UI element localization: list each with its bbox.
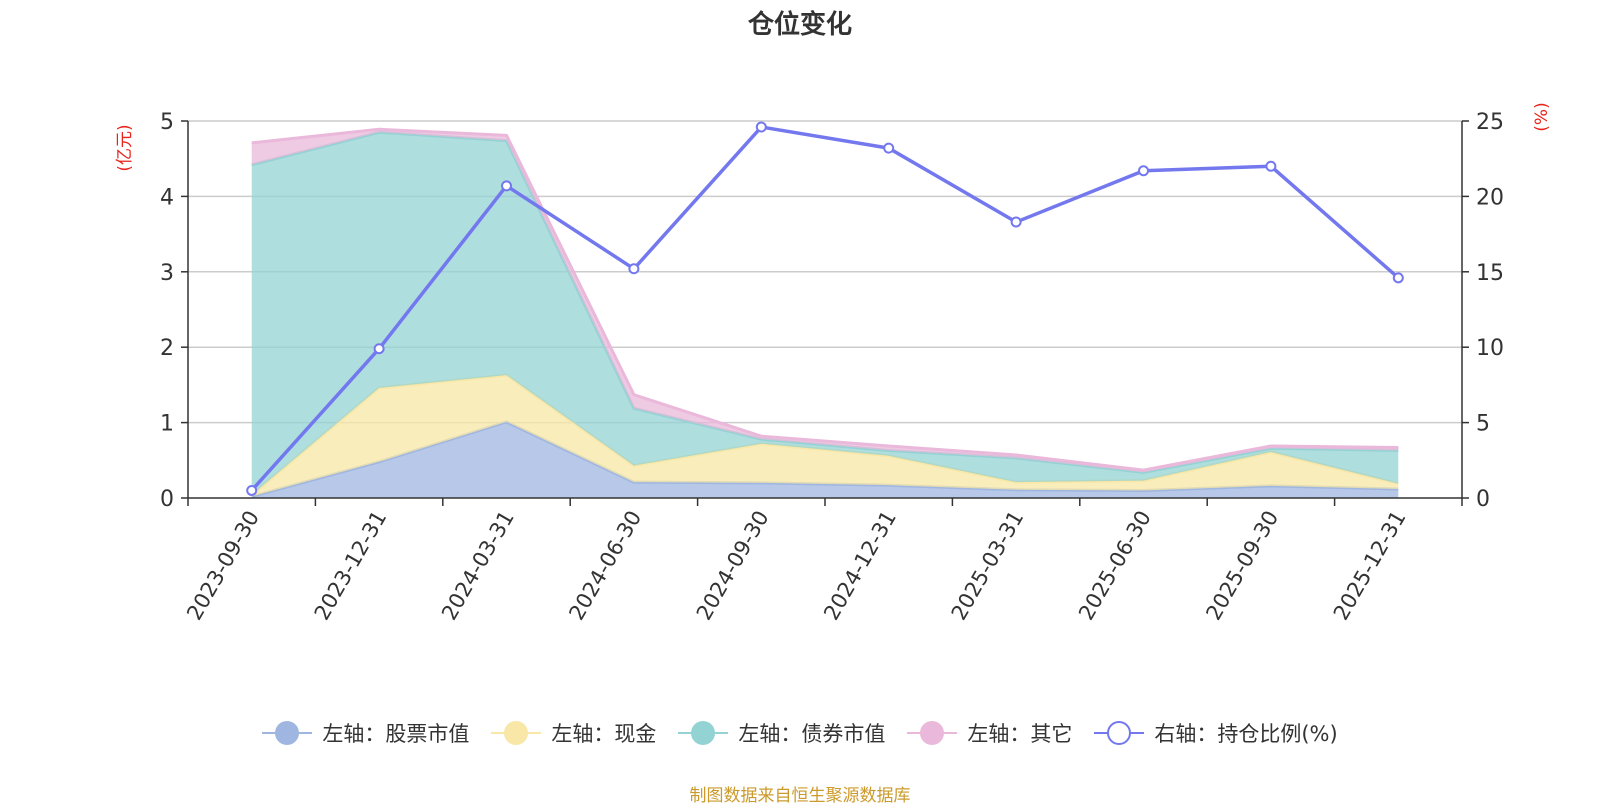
left-tick-label: 5 — [160, 110, 174, 135]
ratio-point — [628, 263, 640, 275]
ratio-point — [501, 180, 512, 192]
left-tick-label: 0 — [160, 487, 174, 512]
ratio-point — [246, 484, 258, 496]
x-tick-label: 2024-03-31 — [437, 507, 519, 625]
area-series-2 — [251, 132, 1399, 495]
left-axis-unit-label: (亿元) — [115, 124, 135, 171]
left-tick-label: 1 — [160, 412, 174, 437]
legend-label: 左轴：股票市值 — [322, 722, 470, 746]
legend-hollow-circle-icon — [1094, 720, 1145, 746]
left-tick-label: 2 — [160, 336, 174, 361]
ratio-point — [1138, 165, 1149, 177]
right-axis-unit-label: (%) — [1532, 102, 1552, 131]
right-tick-label: 20 — [1476, 185, 1504, 210]
ratio-point — [1010, 216, 1022, 228]
right-tick-label: 5 — [1476, 412, 1490, 437]
x-tick-label: 2023-12-31 — [310, 507, 392, 625]
area-edge-3 — [251, 127, 1399, 472]
x-tick-label: 2025-06-30 — [1074, 507, 1156, 625]
left-tick-label: 3 — [160, 261, 174, 286]
ratio-point — [755, 121, 767, 133]
x-tick-label: 2023-09-30 — [182, 507, 264, 625]
legend-circle-icon — [907, 720, 958, 746]
area-series-0 — [251, 421, 1399, 498]
legend-item-ratio[interactable]: 右轴：持仓比例(%) — [1094, 718, 1338, 748]
chart-title: 仓位变化 — [747, 10, 852, 40]
x-tick-label: 2025-09-30 — [1201, 507, 1283, 625]
legend-label: 左轴：其它 — [967, 722, 1073, 746]
legend-label: 左轴：现金 — [551, 722, 657, 746]
ratio-point — [1392, 272, 1404, 284]
data-source-note: 制图数据来自恒生聚源数据库 — [689, 786, 911, 806]
legend-item-cash[interactable]: 左轴：现金 — [491, 718, 656, 748]
x-tick-label: 2025-12-31 — [1329, 507, 1411, 625]
legend-circle-icon — [678, 720, 729, 746]
right-tick-label: 10 — [1476, 336, 1504, 361]
legend: 左轴：股票市值 左轴：现金 左轴：债券市值 左轴：其它 右轴：持仓比例(%) — [0, 718, 1600, 748]
area-series-1 — [251, 375, 1399, 497]
right-tick-label: 15 — [1476, 261, 1504, 286]
right-tick-label: 0 — [1476, 487, 1490, 512]
ratio-line — [250, 125, 1400, 492]
left-tick-label: 4 — [160, 185, 174, 210]
ratio-point — [373, 343, 385, 355]
x-tick-label: 2025-03-31 — [947, 507, 1029, 625]
ratio-point — [883, 142, 895, 154]
x-tick-label: 2024-09-30 — [692, 507, 774, 625]
legend-label: 左轴：债券市值 — [738, 722, 886, 746]
x-tick-label: 2024-06-30 — [564, 507, 646, 625]
legend-item-other[interactable]: 左轴：其它 — [907, 718, 1072, 748]
legend-circle-icon — [491, 720, 542, 746]
ratio-point — [1265, 160, 1277, 172]
legend-label: 右轴：持仓比例(%) — [1154, 722, 1338, 746]
x-tick-label: 2024-12-31 — [819, 507, 901, 625]
legend-circle-icon — [262, 720, 313, 746]
legend-item-stock[interactable]: 左轴：股票市值 — [262, 718, 469, 748]
legend-item-bond[interactable]: 左轴：债券市值 — [678, 718, 885, 748]
right-tick-label: 25 — [1476, 110, 1504, 135]
